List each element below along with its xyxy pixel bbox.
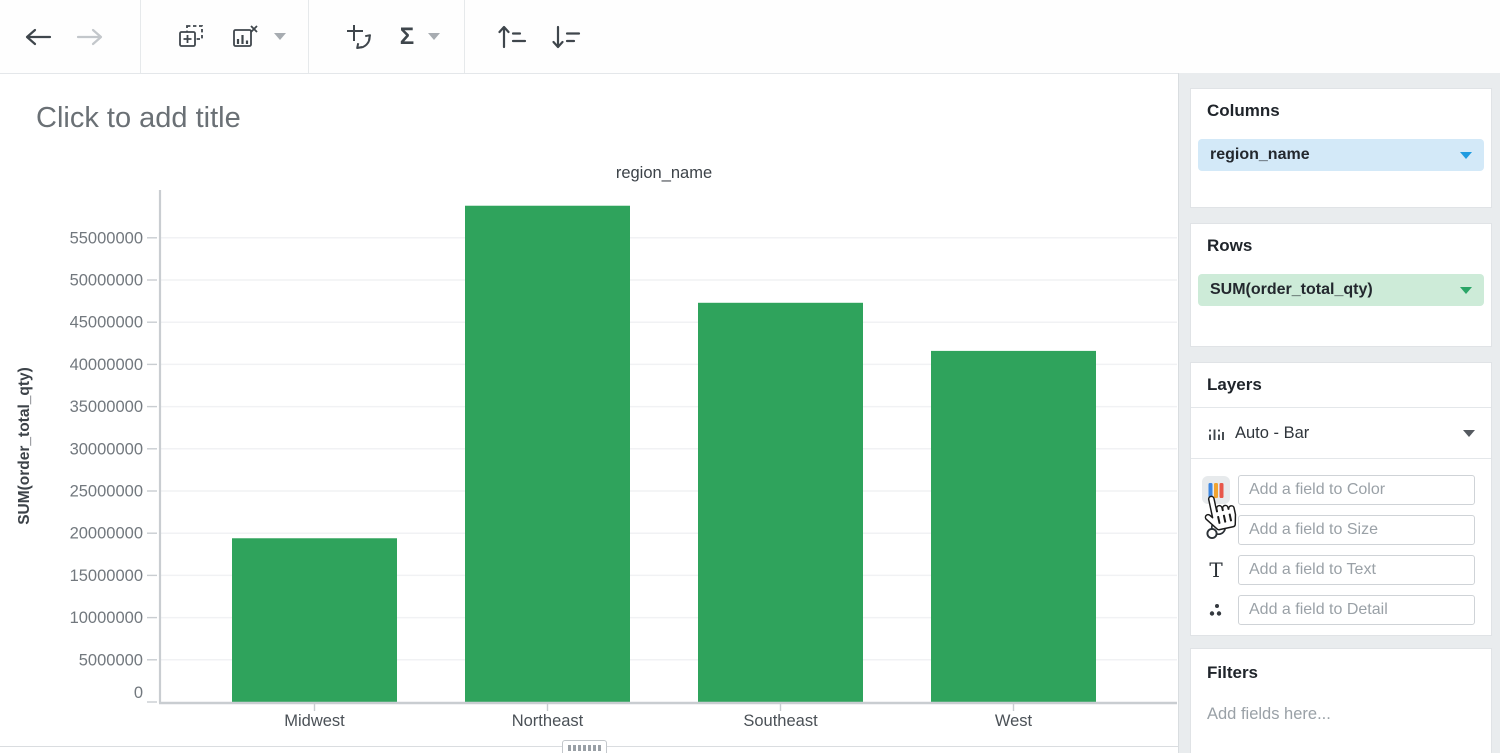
color-field-input[interactable]	[1238, 475, 1475, 505]
aggregate-caret-icon[interactable]	[428, 33, 440, 40]
bar-chart: 0 5000000 10000000 15000000 20000000 25000000…	[16, 164, 1177, 730]
y-tick-label: 15000000	[70, 567, 143, 585]
y-tick-label: 45000000	[70, 314, 143, 332]
sort-ascending-button[interactable]	[494, 19, 530, 55]
add-chart-icon	[179, 25, 203, 47]
layers-title: Layers	[1207, 375, 1262, 394]
toolbar-divider	[308, 0, 309, 73]
sigma-icon: Σ	[399, 23, 415, 50]
toolbar-divider	[464, 0, 465, 73]
chart-title-placeholder[interactable]: Click to add title	[36, 102, 241, 134]
rows-title: Rows	[1207, 236, 1253, 255]
toolbar: Σ	[0, 0, 1500, 74]
columns-field-pill[interactable]: region_name	[1198, 139, 1484, 171]
rows-field-label: SUM(order_total_qty)	[1210, 281, 1373, 298]
rows-field-pill[interactable]: SUM(order_total_qty)	[1198, 274, 1484, 306]
size-field-row	[1202, 510, 1475, 550]
forward-button[interactable]	[72, 19, 108, 55]
sort-ascending-icon	[498, 25, 527, 49]
y-tick-label: 0	[134, 684, 143, 702]
chart-x-axis-title: region_name	[616, 164, 712, 182]
shelf-panel: Columns region_name Rows SUM(order_total…	[1178, 73, 1500, 753]
rows-pill-caret-icon[interactable]	[1460, 286, 1472, 294]
layer-type-label: Auto - Bar	[1235, 423, 1310, 442]
y-tick-label: 25000000	[70, 483, 143, 501]
back-arrow-icon	[25, 28, 52, 46]
filters-title: Filters	[1207, 663, 1259, 682]
chart-y-axis-title: SUM(order_total_qty)	[16, 367, 33, 525]
x-category-label: Northeast	[512, 712, 584, 730]
swap-axes-icon	[347, 25, 371, 49]
x-category-label: West	[995, 712, 1033, 730]
detail-icon[interactable]	[1202, 596, 1230, 624]
bar-southeast[interactable]	[698, 302, 863, 702]
remove-chart-icon	[233, 25, 258, 47]
text-icon[interactable]: T	[1209, 558, 1223, 582]
text-field-input[interactable]	[1238, 555, 1475, 585]
size-icon[interactable]	[1202, 516, 1230, 544]
columns-title: Columns	[1207, 101, 1280, 120]
y-tick-label: 55000000	[70, 229, 143, 247]
detail-field-row	[1202, 590, 1475, 630]
filters-card: Filters Add fields here...	[1190, 648, 1492, 753]
layer-type-selector[interactable]: Auto - Bar	[1191, 408, 1491, 459]
bar-northeast[interactable]	[465, 205, 630, 702]
sort-descending-icon	[552, 25, 581, 49]
columns-field-label: region_name	[1210, 146, 1310, 163]
forward-arrow-icon	[76, 28, 103, 46]
remove-chart-button[interactable]	[229, 19, 261, 55]
color-field-row	[1202, 470, 1475, 510]
filters-drop-placeholder[interactable]: Add fields here...	[1207, 705, 1331, 723]
aggregate-button[interactable]: Σ	[392, 19, 422, 55]
y-tick-label: 30000000	[70, 440, 143, 458]
detail-field-input[interactable]	[1238, 595, 1475, 625]
y-tick-label: 50000000	[70, 272, 143, 290]
y-tick-label: 10000000	[70, 609, 143, 627]
columns-pill-caret-icon[interactable]	[1460, 151, 1472, 159]
size-field-input[interactable]	[1238, 515, 1475, 545]
back-button[interactable]	[20, 19, 56, 55]
layers-card: Layers Auto - Bar	[1190, 362, 1492, 636]
add-chart-button[interactable]	[173, 19, 209, 55]
color-icon[interactable]	[1202, 476, 1230, 504]
chart-canvas: Click to add title 0 5000000 10000000 15000…	[0, 74, 1178, 753]
toolbar-divider	[140, 0, 141, 73]
x-category-label: Midwest	[284, 712, 345, 730]
y-tick-label: 40000000	[70, 356, 143, 374]
y-tick-label: 35000000	[70, 398, 143, 416]
rows-card: Rows SUM(order_total_qty)	[1190, 223, 1492, 347]
mini-bar-chart-icon	[1208, 429, 1224, 440]
remove-chart-caret-icon[interactable]	[274, 33, 286, 40]
y-tick-label: 5000000	[79, 651, 143, 669]
layer-type-caret-icon[interactable]	[1463, 429, 1475, 437]
swap-axes-button[interactable]	[341, 19, 377, 55]
columns-card: Columns region_name	[1190, 88, 1492, 208]
bar-west[interactable]	[931, 350, 1096, 702]
panel-drag-handle-icon[interactable]	[562, 740, 607, 753]
text-field-row: T	[1202, 550, 1475, 590]
bar-midwest[interactable]	[232, 538, 397, 702]
sort-descending-button[interactable]	[548, 19, 584, 55]
x-category-label: Southeast	[743, 712, 818, 730]
y-tick-label: 20000000	[70, 525, 143, 543]
